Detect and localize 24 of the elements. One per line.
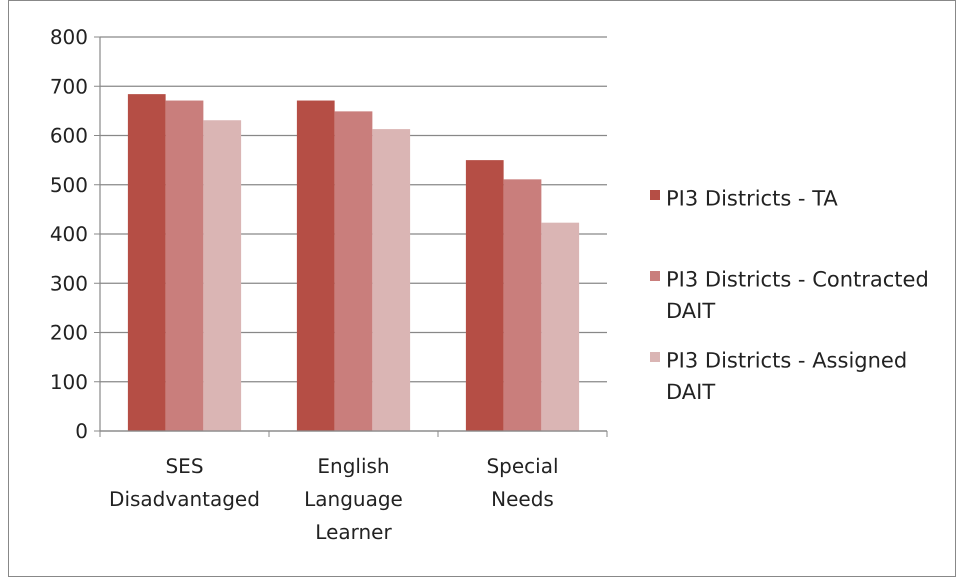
bar — [372, 129, 410, 431]
bar — [334, 111, 372, 431]
legend-label: PI3 Districts - Assigned DAIT — [666, 348, 908, 404]
y-tick-label: 0 — [75, 419, 88, 443]
y-tick-label: 400 — [50, 222, 88, 246]
y-tick-label: 300 — [50, 271, 88, 296]
x-tick-label: Special Needs — [486, 454, 559, 511]
x-tick-label: SES Disadvantaged — [109, 454, 260, 511]
bar — [541, 222, 580, 431]
y-tick-label: 700 — [50, 74, 88, 98]
bar — [203, 120, 242, 431]
y-tick-label: 100 — [50, 370, 88, 394]
y-tick-label: 500 — [50, 172, 88, 197]
bar — [466, 160, 504, 431]
y-tick-label: 600 — [50, 124, 88, 148]
legend-label: PI3 Districts - Contracted DAIT — [666, 267, 929, 323]
bar — [166, 100, 204, 431]
bar — [504, 179, 542, 431]
x-tick-label: English Language Learner — [304, 454, 403, 544]
legend-label: PI3 Districts - TA — [666, 186, 838, 210]
bar — [128, 94, 166, 431]
y-tick-label: 200 — [50, 320, 88, 344]
y-tick-label: 800 — [50, 25, 88, 49]
bar — [296, 100, 335, 431]
